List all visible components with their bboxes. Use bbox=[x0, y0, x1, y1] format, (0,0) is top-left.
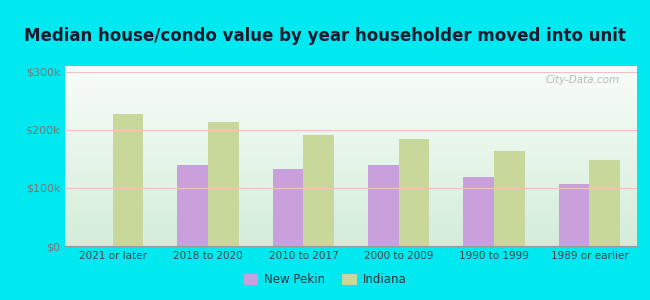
Bar bbox=[559, 184, 590, 246]
Bar bbox=[590, 160, 620, 246]
Legend: New Pekin, Indiana: New Pekin, Indiana bbox=[239, 269, 411, 291]
Bar bbox=[273, 169, 304, 246]
Bar bbox=[398, 139, 429, 246]
Bar bbox=[368, 165, 398, 246]
Bar bbox=[112, 114, 143, 246]
Bar bbox=[304, 134, 334, 246]
Bar bbox=[463, 178, 494, 246]
Bar bbox=[494, 152, 525, 246]
Bar bbox=[208, 122, 239, 246]
Text: Median house/condo value by year householder moved into unit: Median house/condo value by year househo… bbox=[24, 27, 626, 45]
Text: City-Data.com: City-Data.com bbox=[546, 75, 620, 85]
Bar bbox=[177, 165, 208, 246]
